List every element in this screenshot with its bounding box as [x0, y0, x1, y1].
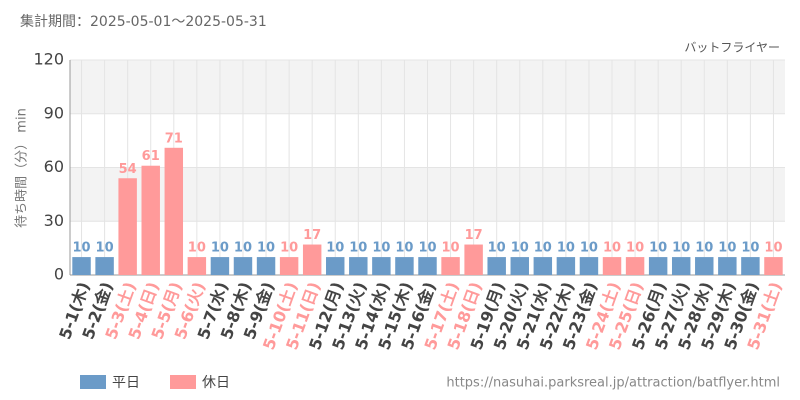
value-label: 10	[188, 241, 206, 256]
bar	[279, 257, 299, 275]
legend-swatch	[170, 375, 196, 389]
bar	[118, 178, 137, 275]
bar	[487, 257, 506, 275]
bar	[72, 257, 91, 275]
bar	[256, 257, 276, 275]
value-label: 10	[72, 241, 90, 256]
value-label: 10	[672, 241, 690, 256]
y-tick-label: 90	[44, 103, 64, 122]
value-label: 10	[511, 241, 529, 256]
value-label: 10	[280, 241, 298, 256]
bar	[141, 165, 160, 275]
bar	[302, 244, 322, 275]
value-label: 10	[695, 241, 713, 256]
chart-title: 集計期間：2025-05-01～2025-05-31	[20, 13, 267, 30]
value-label: 10	[211, 241, 229, 256]
value-label: 10	[257, 241, 275, 256]
value-label: 10	[534, 241, 552, 256]
y-axis-label: 待ち時間（分） min	[15, 108, 30, 228]
value-label: 10	[96, 241, 114, 256]
bar	[95, 257, 114, 275]
value-label: 10	[488, 241, 506, 256]
y-tick-label: 30	[44, 211, 64, 230]
bar	[210, 257, 230, 275]
y-tick-label: 120	[33, 50, 64, 69]
bar	[695, 257, 714, 275]
bar	[579, 257, 599, 275]
bar	[326, 257, 345, 275]
legend-label: 休日	[202, 375, 230, 391]
bar	[741, 257, 760, 275]
bar	[441, 257, 460, 275]
bar	[349, 257, 368, 275]
bar	[418, 257, 437, 275]
y-tick-label: 60	[44, 157, 64, 176]
value-label: 10	[603, 241, 621, 256]
legend-swatch	[80, 375, 106, 389]
y-tick-label: 0	[54, 265, 64, 284]
bar	[464, 244, 483, 275]
bar	[533, 257, 553, 275]
value-label: 10	[741, 241, 759, 256]
bar	[395, 257, 414, 275]
source-url: https://nasuhai.parksreal.jp/attraction/…	[446, 376, 780, 391]
bar	[648, 257, 668, 275]
value-label: 10	[326, 241, 344, 256]
value-label: 10	[580, 241, 598, 256]
value-label: 10	[418, 241, 436, 256]
value-label: 10	[442, 241, 460, 256]
value-label: 10	[764, 241, 782, 256]
legend-label: 平日	[112, 375, 140, 391]
value-label: 61	[142, 149, 160, 164]
bar	[764, 257, 783, 275]
value-label: 10	[349, 241, 367, 256]
value-label: 10	[557, 241, 575, 256]
value-label: 54	[119, 162, 137, 177]
value-label: 17	[303, 228, 321, 243]
bar	[718, 257, 737, 275]
bar	[187, 257, 207, 275]
bar	[602, 257, 622, 275]
value-label: 10	[649, 241, 667, 256]
value-label: 10	[395, 241, 413, 256]
value-label: 10	[234, 241, 252, 256]
value-label: 10	[718, 241, 736, 256]
bar	[625, 257, 645, 275]
bar	[671, 257, 691, 275]
bar	[164, 147, 184, 275]
bar	[372, 257, 391, 275]
value-label: 10	[626, 241, 644, 256]
bar	[233, 257, 253, 275]
bar	[556, 257, 576, 275]
chart-subtitle: バットフライヤー	[684, 41, 780, 55]
bar	[510, 257, 529, 275]
value-label: 71	[165, 131, 183, 146]
value-label: 17	[465, 228, 483, 243]
value-label: 10	[372, 241, 390, 256]
